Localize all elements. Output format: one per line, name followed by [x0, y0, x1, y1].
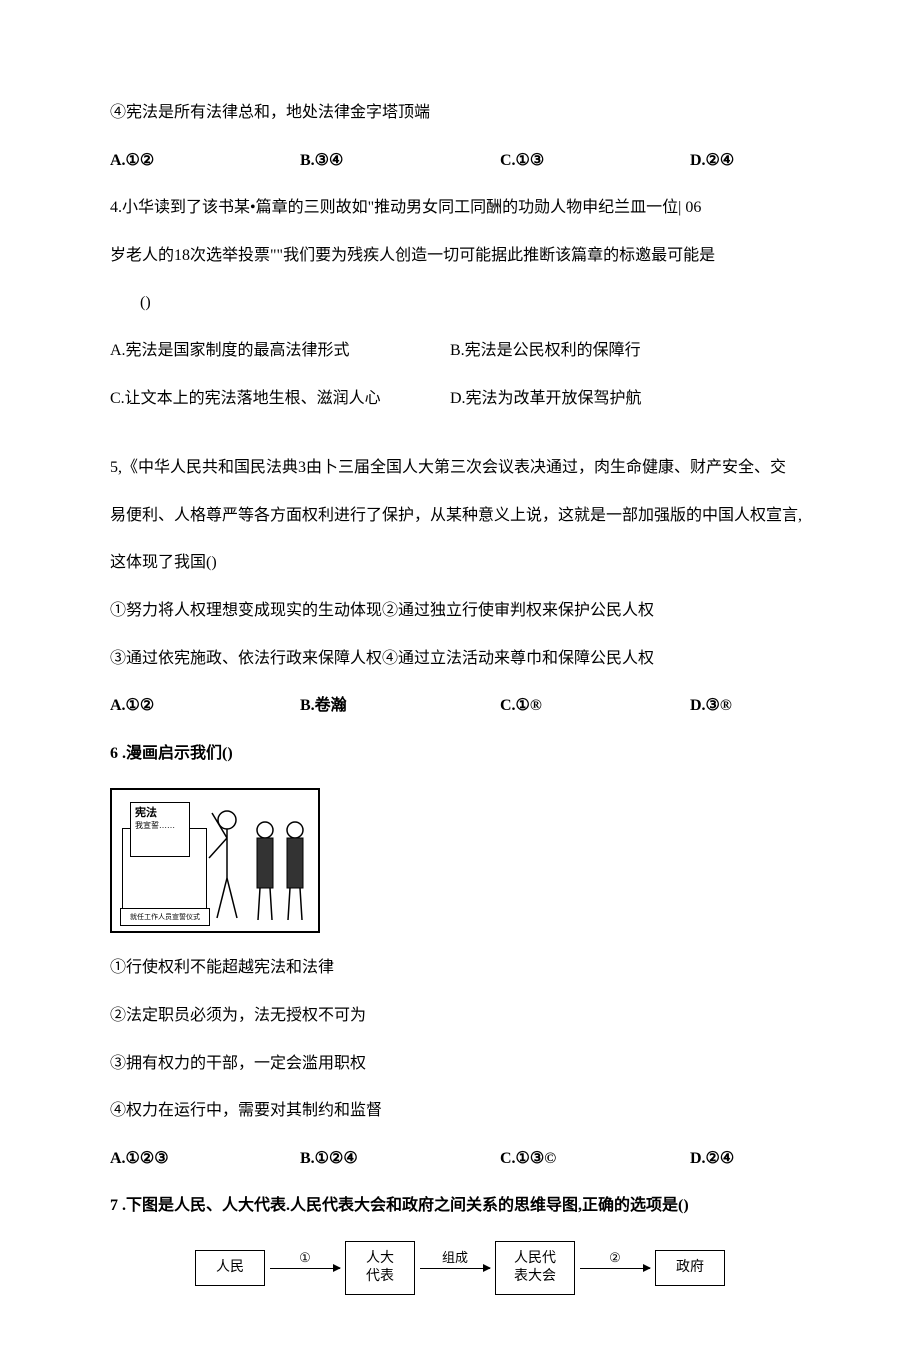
flow-arrow-1: ① [265, 1268, 345, 1269]
q4-options-row1: A.宪法是国家制度的最高法律形式 B.宪法是公民权利的保障行 [110, 338, 810, 364]
flow-box-4: 政府 [655, 1250, 725, 1286]
q5-stem1: 5,《中华人民共和国民法典3由卜三届全国人大第三次会议表决通过，肉生命健康、财产… [110, 455, 810, 481]
q6-optD: D.②④ [690, 1146, 734, 1172]
flow-arrow-2-label: 组成 [442, 1248, 468, 1269]
q7-stem: 7 .下图是人民、人大代表.人民代表大会和政府之间关系的思维导图,正确的选项是(… [110, 1193, 810, 1219]
q6-optA: A.①②③ [110, 1146, 300, 1172]
q6-cartoon: 宪法 我宣誓…… 就任工作人员宣誓仪式 [110, 788, 320, 933]
q5-stem2: 易便利、人格尊严等各方面权利进行了保护，从某种意义上说，这就是一部加强版的中国人… [110, 503, 810, 529]
q3-optD: D.②④ [690, 148, 734, 174]
flow-arrow-1-label: ① [299, 1248, 311, 1269]
cartoon-person2-icon [250, 820, 280, 925]
q3-optA: A.①② [110, 148, 300, 174]
cartoon-person1-icon [207, 808, 247, 923]
q5-optC: C.①® [500, 693, 690, 719]
q4-stem3: () [110, 290, 810, 316]
flow-arrow-3-label: ② [609, 1248, 621, 1269]
q4-options-row2: C.让文本上的宪法落地生根、滋润人心 D.宪法为改革开放保驾护航 [110, 386, 810, 412]
q6-stem: 6 .漫画启示我们() [110, 741, 810, 767]
flow-box-3: 人民代 表大会 [495, 1241, 575, 1295]
q3-optB: B.③④ [300, 148, 500, 174]
q5-optA: A.①② [110, 693, 300, 719]
q5-s2: ③通过依宪施政、依法行政来保障人权④通过立法活动来尊巾和保障公民人权 [110, 646, 810, 672]
flow-box-2: 人大 代表 [345, 1241, 415, 1295]
q4-stem2: 岁老人的18次选举投票""我们要为残疾人创造一切可能据此推断该篇章的标邀最可能是 [110, 243, 810, 269]
q5-optD: D.③® [690, 693, 732, 719]
cartoon-screen: 宪法 我宣誓…… [130, 802, 190, 857]
q3-optC: C.①③ [500, 148, 690, 174]
cartoon-label1: 宪法 [135, 807, 185, 820]
flow-arrow-2: 组成 [415, 1268, 495, 1269]
q7-flow-diagram: 人民 ① 人大 代表 组成 人民代 表大会 ② 政府 [110, 1241, 810, 1295]
q5-s1: ①努力将人权理想变成现实的生动体现②通过独立行使审判权来保护公民人权 [110, 598, 810, 624]
flow-arrow-3: ② [575, 1268, 655, 1269]
q6-optC: C.①③© [500, 1146, 690, 1172]
q6-optB: B.①②④ [300, 1146, 500, 1172]
q5-optB: B.卷瀚 [300, 693, 500, 719]
q5-stem3: 这体现了我国() [110, 550, 810, 576]
q6-s1: ①行使权利不能超越宪法和法律 [110, 955, 810, 981]
q6-options: A.①②③ B.①②④ C.①③© D.②④ [110, 1146, 810, 1172]
cartoon-label2: 我宣誓…… [135, 821, 185, 831]
q4-stem1: 4.小华读到了该书某•篇章的三则故如"推动男女同工同酬的功勋人物申纪兰皿一位| … [110, 195, 810, 221]
q4-optB: B.宪法是公民权利的保障行 [450, 338, 641, 364]
q6-s4: ④权力在运行中，需要对其制约和监督 [110, 1098, 810, 1124]
q3-options: A.①② B.③④ C.①③ D.②④ [110, 148, 810, 174]
cartoon-person3-icon [280, 820, 310, 925]
flow-box-1: 人民 [195, 1250, 265, 1286]
q4-optA: A.宪法是国家制度的最高法律形式 [110, 338, 450, 364]
q5-options: A.①② B.卷瀚 C.①® D.③® [110, 693, 810, 719]
q3-statement4: ④宪法是所有法律总和，地处法律金字塔顶端 [110, 100, 810, 126]
q4-optC: C.让文本上的宪法落地生根、滋润人心 [110, 386, 450, 412]
q4-optD: D.宪法为改革开放保驾护航 [450, 386, 642, 412]
q6-s3: ③拥有权力的干部，一定会滥用职权 [110, 1051, 810, 1077]
cartoon-base: 就任工作人员宣誓仪式 [120, 908, 210, 926]
q6-s2: ②法定职员必须为，法无授权不可为 [110, 1003, 810, 1029]
